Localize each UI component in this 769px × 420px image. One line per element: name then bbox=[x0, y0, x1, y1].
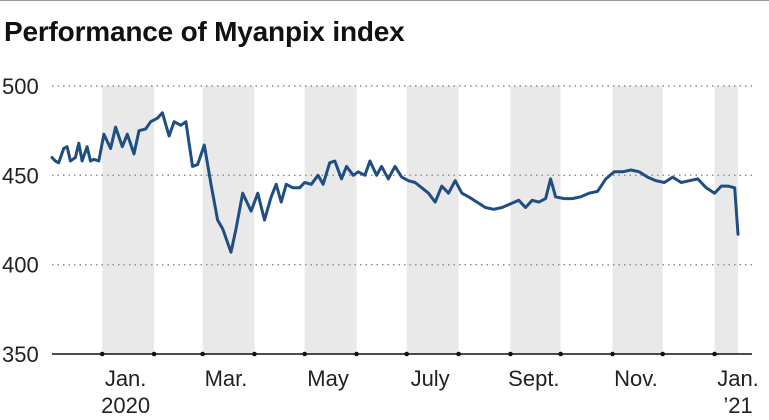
index-line bbox=[50, 111, 740, 254]
x-tick-mark bbox=[354, 351, 359, 357]
x-tick-mark bbox=[558, 351, 563, 357]
y-tick-label: 400 bbox=[2, 253, 39, 278]
y-tick-label: 450 bbox=[2, 163, 39, 188]
y-tick-label: 350 bbox=[2, 342, 39, 367]
x-tick-year-label: 2020 bbox=[101, 393, 150, 418]
month-band bbox=[304, 86, 357, 354]
month-band bbox=[714, 86, 738, 354]
month-band bbox=[612, 86, 663, 354]
month-band bbox=[406, 86, 459, 354]
x-tick-label: Mar. bbox=[205, 366, 248, 391]
x-tick-label: Jan. bbox=[105, 366, 147, 391]
x-tick-label: Jan. bbox=[717, 366, 759, 391]
x-tick-mark bbox=[610, 351, 615, 357]
x-tick-year-label: ’21 bbox=[723, 393, 752, 418]
x-tick-mark bbox=[252, 351, 257, 357]
top-rule bbox=[0, 0, 769, 1]
x-tick-mark bbox=[99, 351, 105, 357]
month-band bbox=[202, 86, 255, 354]
month-band bbox=[510, 86, 561, 354]
x-tick-mark bbox=[302, 351, 307, 357]
x-tick-mark bbox=[151, 351, 157, 357]
x-tick-label: Sept. bbox=[508, 366, 559, 391]
chart-title: Performance of Myanpix index bbox=[4, 16, 405, 47]
x-tick-mark bbox=[200, 351, 205, 357]
x-tick-mark bbox=[508, 351, 513, 357]
x-tick-label: Nov. bbox=[614, 366, 658, 391]
x-tick-mark bbox=[456, 351, 461, 357]
x-tick-label: May bbox=[307, 366, 349, 391]
x-tick-mark bbox=[404, 351, 410, 357]
x-tick-mark bbox=[660, 351, 666, 357]
x-tick-label: July bbox=[411, 366, 450, 391]
x-tick-mark bbox=[712, 351, 717, 357]
y-tick-label: 500 bbox=[2, 74, 39, 99]
month-band bbox=[102, 86, 155, 354]
